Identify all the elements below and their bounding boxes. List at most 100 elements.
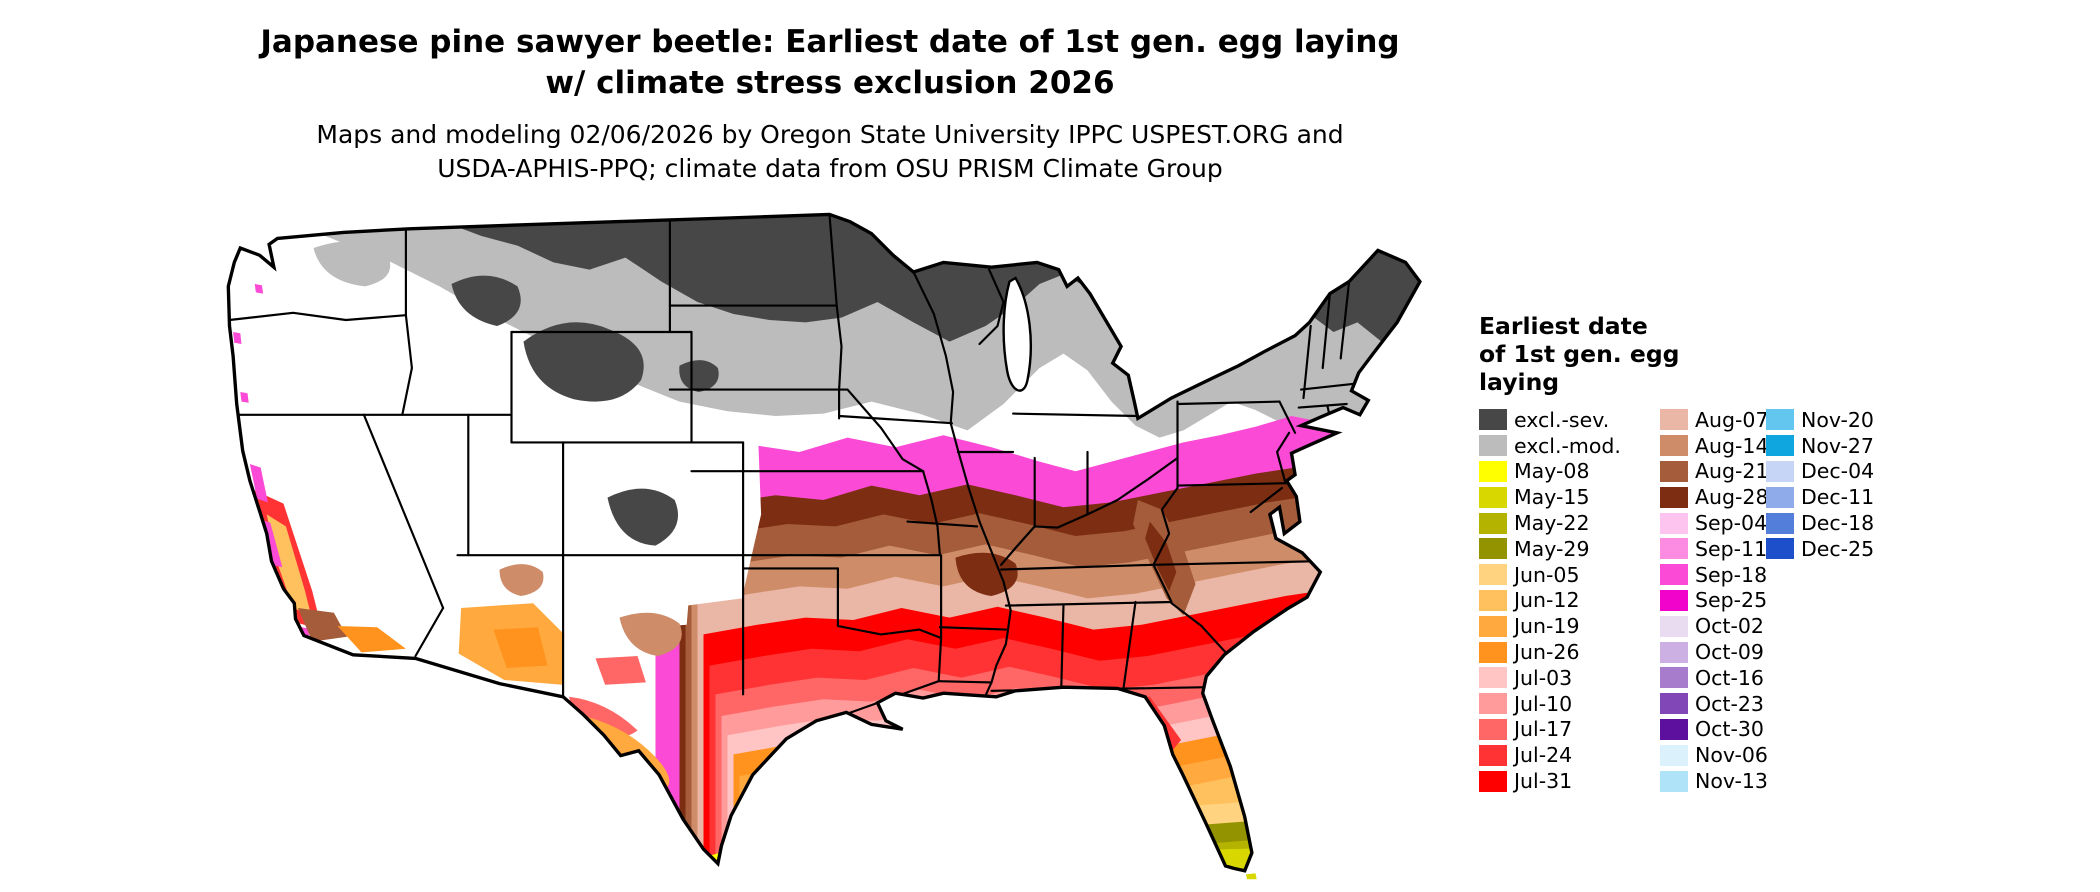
patch-gray-idaho — [451, 275, 521, 326]
band-jul-24 — [709, 620, 1420, 871]
patch-pnw-magenta-1 — [233, 332, 242, 344]
legend-label: excl.-sev. — [1514, 407, 1610, 432]
legend-label: Sep-11 — [1695, 536, 1768, 561]
legend-label: Jul-10 — [1514, 691, 1573, 716]
legend-title-line-1: Earliest date — [1479, 312, 1648, 340]
patch-gray-colorado-rockies — [607, 488, 679, 546]
legend-label: May-29 — [1514, 536, 1590, 561]
florida-keys-dot — [1245, 873, 1257, 880]
legend-swatch — [1479, 538, 1507, 560]
legend-label: Nov-06 — [1695, 743, 1768, 768]
legend-swatch — [1479, 589, 1507, 611]
legend-swatch — [1660, 770, 1688, 792]
title-line-2: w/ climate stress exclusion 2026 — [545, 65, 1115, 101]
us-choropleth-map — [221, 212, 1426, 884]
legend-entry: Oct-16 — [1660, 665, 1769, 691]
band-may-15 — [769, 842, 1420, 871]
legend-swatch — [1766, 538, 1794, 560]
legend-entry: Jul-24 — [1479, 742, 1621, 768]
legend-entry: May-15 — [1479, 484, 1621, 510]
patch-lightgray-eastern-washington — [313, 241, 391, 287]
legend-label: Nov-27 — [1801, 433, 1874, 458]
patch-central-valley-orange — [266, 514, 312, 616]
legend-title-line-3: laying — [1479, 368, 1560, 396]
legend-entry: Aug-28 — [1660, 484, 1769, 510]
legend-label: Oct-02 — [1695, 614, 1764, 639]
patch-white-high-plains — [643, 420, 762, 611]
patch-west-texas-red — [569, 696, 638, 738]
patch-arizona-north-brown — [499, 564, 544, 596]
legend-title-line-2: of 1st gen. egg — [1479, 340, 1680, 368]
patch-appalachian-dark-core — [1145, 521, 1177, 592]
legend-swatch — [1660, 589, 1688, 611]
map-svg — [226, 212, 1422, 880]
legend-swatch — [1479, 409, 1507, 431]
subtitle-line-1: Maps and modeling 02/06/2026 by Oregon S… — [316, 120, 1344, 149]
legend-title: Earliest date of 1st gen. egg laying — [1479, 312, 1679, 396]
legend-entry: Sep-18 — [1660, 562, 1769, 588]
legend-entry: Oct-09 — [1660, 639, 1769, 665]
legend-entry: Jul-03 — [1479, 665, 1621, 691]
legend-entry: May-08 — [1479, 459, 1621, 485]
patch-white-new-mexico — [583, 564, 692, 632]
legend-entry: Dec-18 — [1766, 510, 1874, 536]
legend-swatch — [1479, 512, 1507, 534]
legend-label: Jun-26 — [1514, 640, 1580, 665]
legend-entry: Aug-21 — [1660, 459, 1769, 485]
band-jun-12 — [745, 768, 1420, 871]
page-title: Japanese pine sawyer beetle: Earliest da… — [0, 22, 1660, 104]
legend-swatch — [1479, 435, 1507, 457]
legend-swatch — [1479, 770, 1507, 792]
legend-swatch — [1479, 744, 1507, 766]
legend-label: Oct-16 — [1695, 665, 1764, 690]
legend-label: Jul-03 — [1514, 665, 1573, 690]
band-jul-03 — [727, 706, 1420, 871]
legend-swatch — [1766, 512, 1794, 534]
legend-label: Nov-13 — [1695, 769, 1768, 794]
patch-gray-northern-rockies — [523, 322, 644, 402]
legend-swatch — [1660, 564, 1688, 586]
band-may-29 — [757, 807, 1420, 871]
legend-label: May-15 — [1514, 485, 1590, 510]
legend-entry: Dec-25 — [1766, 536, 1874, 562]
patch-gray-black-hills — [679, 360, 719, 392]
legend-entry: Jun-26 — [1479, 639, 1621, 665]
title-line-1: Japanese pine sawyer beetle: Earliest da… — [260, 24, 1400, 60]
band-jun-26 — [733, 726, 1420, 871]
legend-swatch — [1479, 693, 1507, 715]
legend-swatch — [1660, 615, 1688, 637]
legend-label: Jun-12 — [1514, 588, 1580, 613]
patch-ca-coast-magenta-1 — [249, 464, 268, 503]
legend-swatch — [1660, 486, 1688, 508]
legend-entry: Oct-23 — [1660, 691, 1769, 717]
legend-entry: Jun-12 — [1479, 588, 1621, 614]
lake-michigan — [1002, 276, 1032, 392]
band-may-22 — [763, 825, 1420, 871]
patch-pnw-magenta-3 — [254, 284, 264, 294]
legend-label: Jul-24 — [1514, 743, 1573, 768]
legend-label: Oct-23 — [1695, 691, 1764, 716]
legend-label: Nov-20 — [1801, 407, 1874, 432]
legend-entry: Nov-06 — [1660, 742, 1769, 768]
legend-label: Jun-05 — [1514, 562, 1580, 587]
legend-entry: excl.-sev. — [1479, 407, 1621, 433]
legend-entry: Sep-04 — [1660, 510, 1769, 536]
legend-label: Oct-30 — [1695, 717, 1764, 742]
legend-swatch — [1766, 409, 1794, 431]
legend-entry: May-22 — [1479, 510, 1621, 536]
legend-label: Aug-21 — [1695, 459, 1769, 484]
legend-entry: Jul-17 — [1479, 717, 1621, 743]
legend-label: excl.-mod. — [1514, 433, 1621, 458]
legend-label: Sep-04 — [1695, 511, 1768, 536]
legend-swatch — [1660, 538, 1688, 560]
legend-entry: Oct-30 — [1660, 717, 1769, 743]
legend-label: May-08 — [1514, 459, 1590, 484]
subtitle-line-2: USDA-APHIS-PPQ; climate data from OSU PR… — [437, 154, 1223, 183]
legend-entry: Nov-13 — [1660, 768, 1769, 794]
legend-entry: Nov-20 — [1766, 407, 1874, 433]
legend-label: Dec-04 — [1801, 459, 1875, 484]
patch-new-mexico-brown — [619, 612, 682, 656]
band-jun-05 — [751, 788, 1420, 871]
legend-swatch — [1660, 409, 1688, 431]
legend-label: May-22 — [1514, 511, 1590, 536]
